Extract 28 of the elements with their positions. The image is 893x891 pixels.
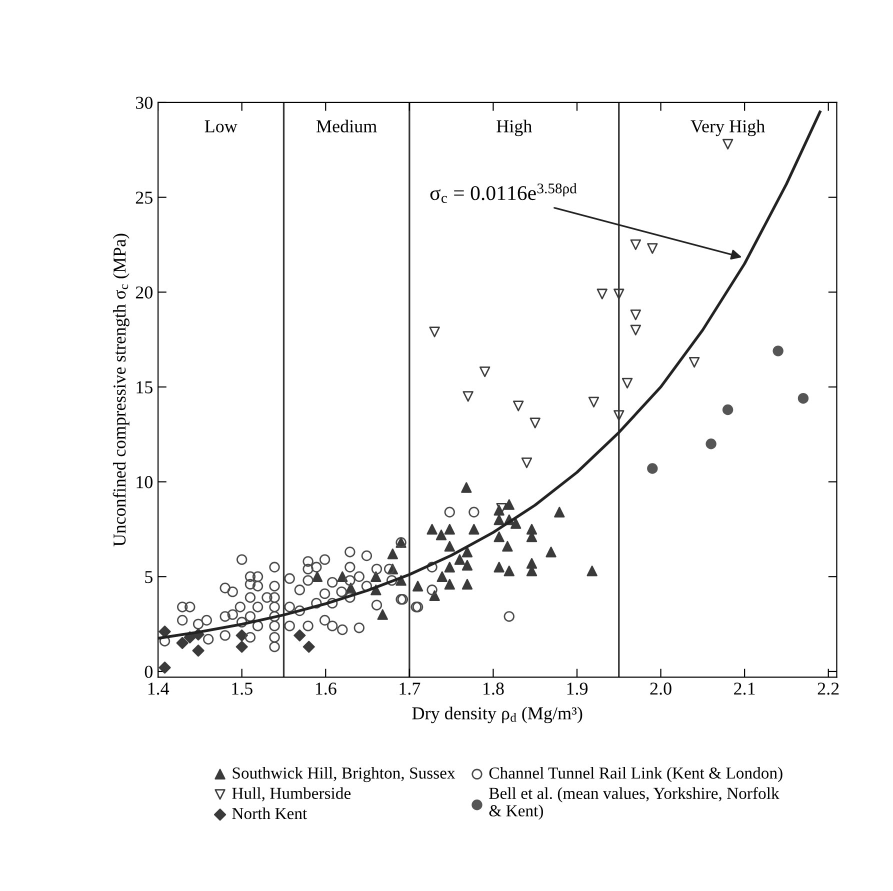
annotation: Very High: [690, 120, 765, 136]
legend-label: Hull, Humberside: [232, 787, 351, 802]
legend-label: Southwick Hill, Brighton, Sussex: [232, 766, 456, 782]
legend-label: Bell et al. (mean values, Yorkshire, Norfolk & Kent): [489, 787, 780, 820]
legend-label: Channel Tunnel Rail Link (Kent & London): [489, 766, 782, 782]
legend-label: North Kent: [232, 807, 308, 820]
annotation: High: [496, 120, 532, 136]
x-tick-label: 1.5: [232, 682, 252, 695]
x-tick-label: 1.7: [400, 682, 420, 695]
annotation: Medium: [316, 120, 377, 132]
y-tick-label: 30: [136, 96, 153, 109]
annotation: σ$_{c}$ = 0.0116e$^{3.58ρd}$: [430, 183, 577, 203]
x-tick-label: 2.0: [650, 682, 672, 695]
y-tick-label: 5: [145, 571, 152, 584]
x-axis-title: Dry density ρ$_{d}$ (Mg/m³): [412, 706, 582, 724]
y-tick-label: 20: [136, 286, 153, 299]
y-axis-title: Unconfined compressive strength σ$_{c}$ (MPa): [112, 234, 130, 546]
y-tick-label: 25: [136, 192, 152, 204]
x-tick-label: 1.6: [316, 682, 336, 695]
y-tick-label: 0: [144, 666, 153, 678]
annotation: Low: [204, 120, 238, 132]
y-tick-label: 15: [136, 381, 152, 394]
x-tick-label: 2.2: [818, 682, 839, 695]
x-tick-label: 1.4: [148, 682, 170, 695]
y-tick-label: 10: [136, 476, 153, 488]
x-tick-label: 1.8: [484, 682, 504, 695]
x-tick-label: 2.1: [734, 682, 755, 695]
x-tick-label: 1.9: [567, 682, 588, 695]
